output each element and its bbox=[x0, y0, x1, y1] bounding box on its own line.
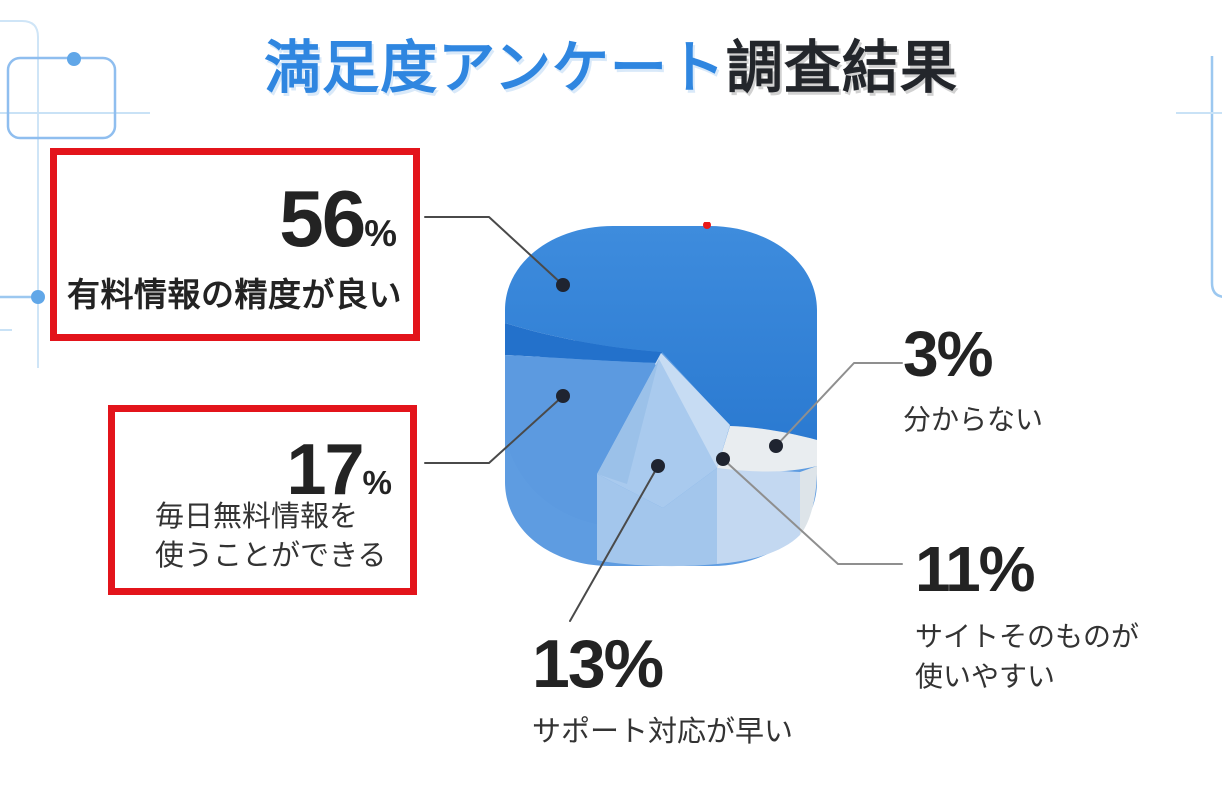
percent-56-unit: % bbox=[364, 213, 397, 254]
callout-13: 13% サポート対応が早い bbox=[532, 630, 793, 752]
slice-56-side bbox=[505, 323, 662, 363]
label-11-line2: 使いやすい bbox=[915, 661, 1056, 692]
slice-13-top-shade bbox=[597, 359, 659, 484]
decor-rounded-rect bbox=[6, 56, 117, 140]
label-3: 分からない bbox=[903, 404, 1044, 435]
highlight-box-56: 56% 有料情報の精度が良い bbox=[50, 148, 420, 341]
percent-11-unit: % bbox=[978, 533, 1036, 605]
label-17-line2: 使うことができる bbox=[155, 540, 387, 572]
percent-17-value: 17 bbox=[286, 430, 364, 510]
percent-11: 11% bbox=[915, 537, 1139, 601]
percent-13-unit: % bbox=[603, 626, 664, 702]
label-17-line1: 毎日無料情報を bbox=[155, 501, 359, 533]
percent-56: 56% bbox=[279, 179, 397, 259]
percent-17-unit: % bbox=[362, 465, 392, 502]
label-11: サイトそのものが 使いやすい bbox=[915, 617, 1139, 697]
decor-dot-mid bbox=[31, 290, 45, 304]
callout-11: 11% サイトそのものが 使いやすい bbox=[915, 537, 1139, 697]
slice-11-top bbox=[655, 353, 730, 468]
title-highlight: 満足度アンケート bbox=[264, 36, 726, 100]
percent-13: 13% bbox=[532, 630, 793, 698]
label-13: サポート対応が早い bbox=[532, 716, 794, 748]
decor-light-rounded-line bbox=[0, 20, 39, 368]
label-56: 有料情報の精度が良い bbox=[67, 276, 402, 313]
page-title: 満足度アンケート調査結果 bbox=[0, 22, 1222, 104]
percent-11-value: 11 bbox=[915, 533, 981, 605]
percent-3-value: 3 bbox=[903, 318, 939, 390]
callout-3: 3% 分からない bbox=[903, 322, 1043, 440]
highlight-box-17: 17% 毎日無料情報を 使うことができる bbox=[108, 405, 417, 595]
label-17: 毎日無料情報を 使うことができる bbox=[155, 498, 386, 576]
decor-dot-top bbox=[67, 52, 81, 66]
percent-56-value: 56 bbox=[279, 174, 366, 263]
slice-11-wall bbox=[717, 468, 800, 564]
slice-56-top bbox=[505, 226, 817, 440]
label-11-line1: サイトそのものが bbox=[915, 621, 1140, 652]
percent-3: 3% bbox=[903, 322, 1043, 386]
pie-chart-3d bbox=[505, 222, 817, 567]
percent-17: 17% bbox=[286, 434, 392, 506]
percent-3-unit: % bbox=[936, 318, 994, 390]
percent-13-value: 13 bbox=[532, 626, 606, 702]
title-rest: 調査結果 bbox=[725, 36, 958, 100]
decor-right-line bbox=[1210, 56, 1222, 298]
red-marker-dot bbox=[703, 222, 711, 229]
